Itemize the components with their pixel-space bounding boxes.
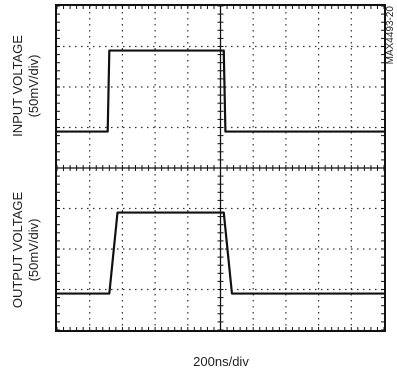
scope-frame <box>55 4 386 332</box>
input-ylabel-line1: INPUT VOLTAGE <box>10 35 25 137</box>
input-ylabel-line2: (50mV/div) <box>26 55 41 118</box>
output-ylabel-line2: (50mV/div) <box>26 219 41 282</box>
input-voltage-trace <box>57 49 384 133</box>
figure-id: MAX4493-20 <box>385 6 396 65</box>
x-axis-label: 200ns/div <box>193 354 249 369</box>
output-ylabel-line1: OUTPUT VOLTAGE <box>10 192 25 309</box>
grid-layer <box>56 5 385 331</box>
output-voltage-trace <box>57 211 384 295</box>
trace-layer <box>57 49 384 295</box>
